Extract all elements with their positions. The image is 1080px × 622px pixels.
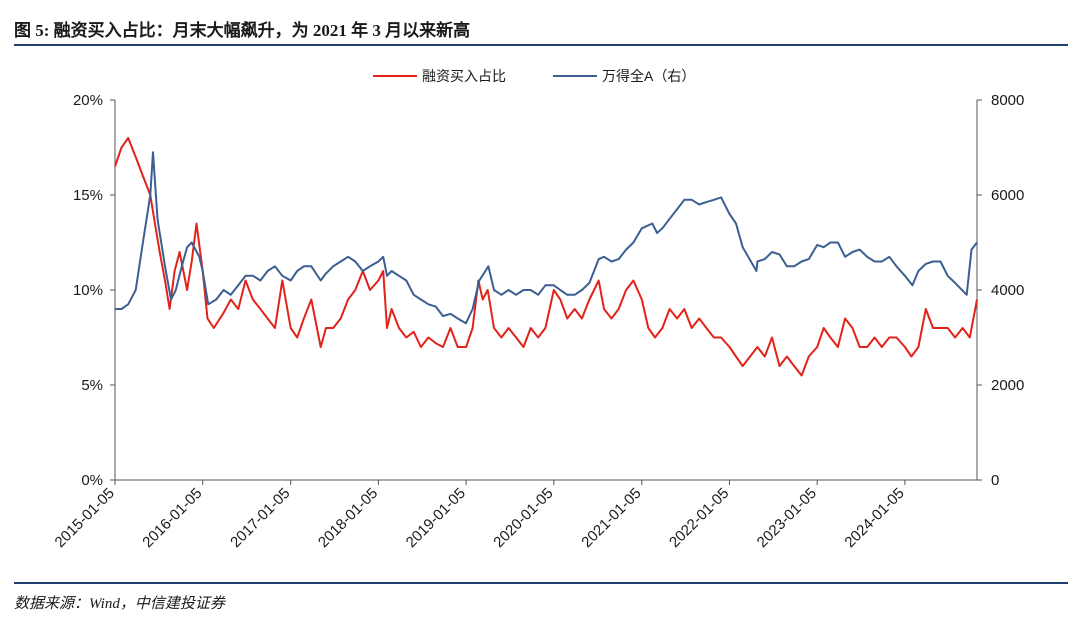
y-right-tick-label: 4000 [991, 282, 1024, 299]
y-left-tick-label: 5% [81, 377, 103, 394]
legend-label-wind-a: 万得全A（右） [602, 68, 695, 84]
x-tick-label: 2022-01-05 [666, 485, 732, 551]
y-left-tick-label: 10% [73, 282, 103, 299]
y-right-tick-label: 0 [991, 472, 999, 489]
x-tick-label: 2024-01-05 [841, 485, 907, 551]
y-right-tick-label: 6000 [991, 187, 1024, 204]
x-tick-label: 2017-01-05 [227, 485, 293, 551]
x-tick-label: 2016-01-05 [139, 485, 205, 551]
chart: 融资买入占比 万得全A（右） 0% 5% 10% 15% 20% 0 2000 4000 600… [52, 68, 1025, 551]
source-note: 数据来源：Wind，中信建投证券 [14, 596, 225, 612]
legend: 融资买入占比 万得全A（右） [373, 68, 695, 84]
series-line-margin-ratio [114, 137, 978, 377]
x-tick-label: 2018-01-05 [315, 485, 381, 551]
x-tick-label: 2020-01-05 [490, 485, 556, 551]
x-tick-label: 2021-01-05 [578, 485, 644, 551]
figure-title: 图 5: 融资买入占比：月末大幅飙升，为 2021 年 3 月以来新高 [14, 21, 471, 40]
legend-label-margin-ratio: 融资买入占比 [422, 68, 506, 84]
y-right-tick-label: 8000 [991, 92, 1024, 109]
title-rule [14, 44, 1068, 46]
series-line-wind-a [115, 151, 978, 325]
y-left-tick-label: 15% [73, 187, 103, 204]
axes: 0% 5% 10% 15% 20% 0 2000 4000 6000 8000 2015-01-05… [52, 92, 1025, 551]
x-tick-label: 2015-01-05 [52, 485, 118, 551]
y-right-tick-label: 2000 [991, 377, 1024, 394]
y-left-tick-label: 20% [73, 92, 103, 109]
x-tick-label: 2019-01-05 [403, 485, 469, 551]
x-tick-label: 2023-01-05 [754, 485, 820, 551]
y-left-tick-label: 0% [81, 472, 103, 489]
source-rule [14, 582, 1068, 584]
series-layer [114, 137, 978, 377]
